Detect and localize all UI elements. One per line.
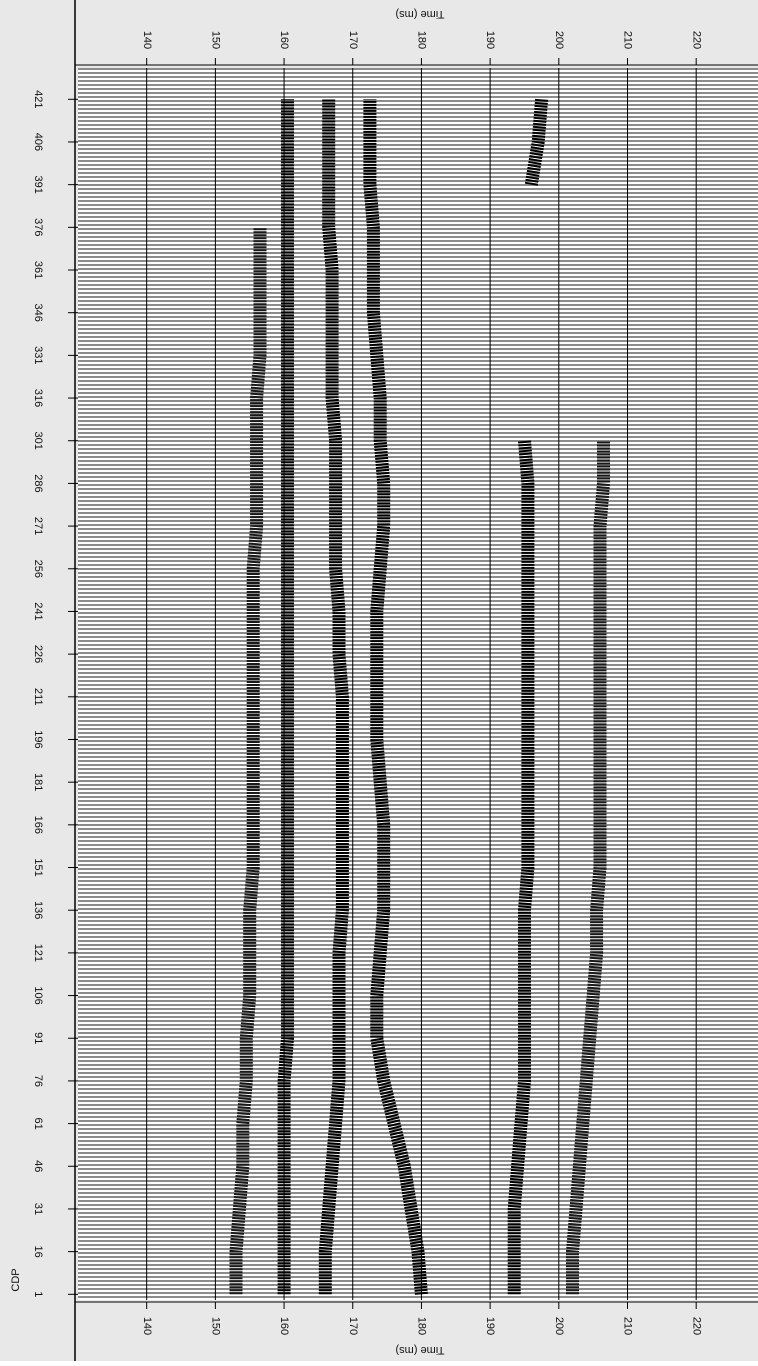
y-tick-label: 331 (32, 346, 44, 364)
y-tick-label: 316 (32, 389, 44, 407)
y-tick-label: 121 (32, 944, 44, 962)
x-tick-label-bottom: 220 (690, 1317, 702, 1335)
x-tick-label-top: 160 (278, 31, 290, 49)
y-tick-label: 61 (32, 1117, 44, 1129)
y-tick-label: 211 (32, 688, 44, 706)
y-tick-label: 1 (32, 1291, 44, 1297)
y-tick-label: 241 (32, 602, 44, 620)
x-tick-label-bottom: 170 (347, 1317, 359, 1335)
y-tick-label: 226 (32, 645, 44, 663)
chart: Time (ms) Time (ms) CDP 140 140 150 150 160 1… (0, 0, 758, 1361)
x-tick-label-top: 200 (553, 31, 565, 49)
x-axis-label-bottom: Time (ms) (395, 1344, 444, 1356)
y-tick-label: 181 (32, 773, 44, 791)
y-tick-label: 391 (32, 175, 44, 193)
y-tick-label: 301 (32, 432, 44, 450)
x-tick-label-bottom: 160 (278, 1317, 290, 1335)
y-tick-label: 421 (32, 90, 44, 108)
x-axis-label-top: Time (ms) (395, 8, 444, 20)
y-tick-label: 16 (32, 1246, 44, 1258)
y-tick-label: 346 (32, 304, 44, 322)
x-tick-label-bottom: 190 (484, 1317, 496, 1335)
x-tick-label-top: 150 (209, 31, 221, 49)
y-tick-label: 76 (32, 1075, 44, 1087)
y-tick-label: 286 (32, 474, 44, 492)
x-tick-label-top: 140 (141, 31, 153, 49)
y-tick-label: 166 (32, 816, 44, 834)
x-tick-label-bottom: 180 (416, 1317, 428, 1335)
x-tick-label-top: 220 (690, 31, 702, 49)
y-tick-label: 376 (32, 218, 44, 236)
y-tick-label: 31 (32, 1203, 44, 1215)
y-tick-label: 106 (32, 986, 44, 1004)
x-tick-label-bottom: 200 (553, 1317, 565, 1335)
y-tick-label: 256 (32, 560, 44, 578)
x-tick-label-bottom: 150 (209, 1317, 221, 1335)
x-tick-label-bottom: 140 (141, 1317, 153, 1335)
y-tick-label: 151 (32, 858, 44, 876)
y-tick-label: 271 (32, 517, 44, 535)
y-tick-label: 406 (32, 133, 44, 151)
x-tick-label-top: 170 (347, 31, 359, 49)
x-tick-label-top: 210 (622, 31, 634, 49)
x-tick-label-top: 180 (416, 31, 428, 49)
y-tick-label: 136 (32, 901, 44, 919)
x-tick-label-bottom: 210 (622, 1317, 634, 1335)
y-tick-label: 91 (32, 1032, 44, 1044)
y-axis-label: CDP (10, 1268, 22, 1291)
plot-area (78, 68, 758, 1300)
y-tick-label: 361 (32, 261, 44, 279)
y-tick-label: 196 (32, 730, 44, 748)
x-tick-label-top: 190 (484, 31, 496, 49)
page: Time (ms) Time (ms) CDP 140 140 150 150 160 1… (0, 0, 758, 1361)
y-tick-label: 46 (32, 1160, 44, 1172)
